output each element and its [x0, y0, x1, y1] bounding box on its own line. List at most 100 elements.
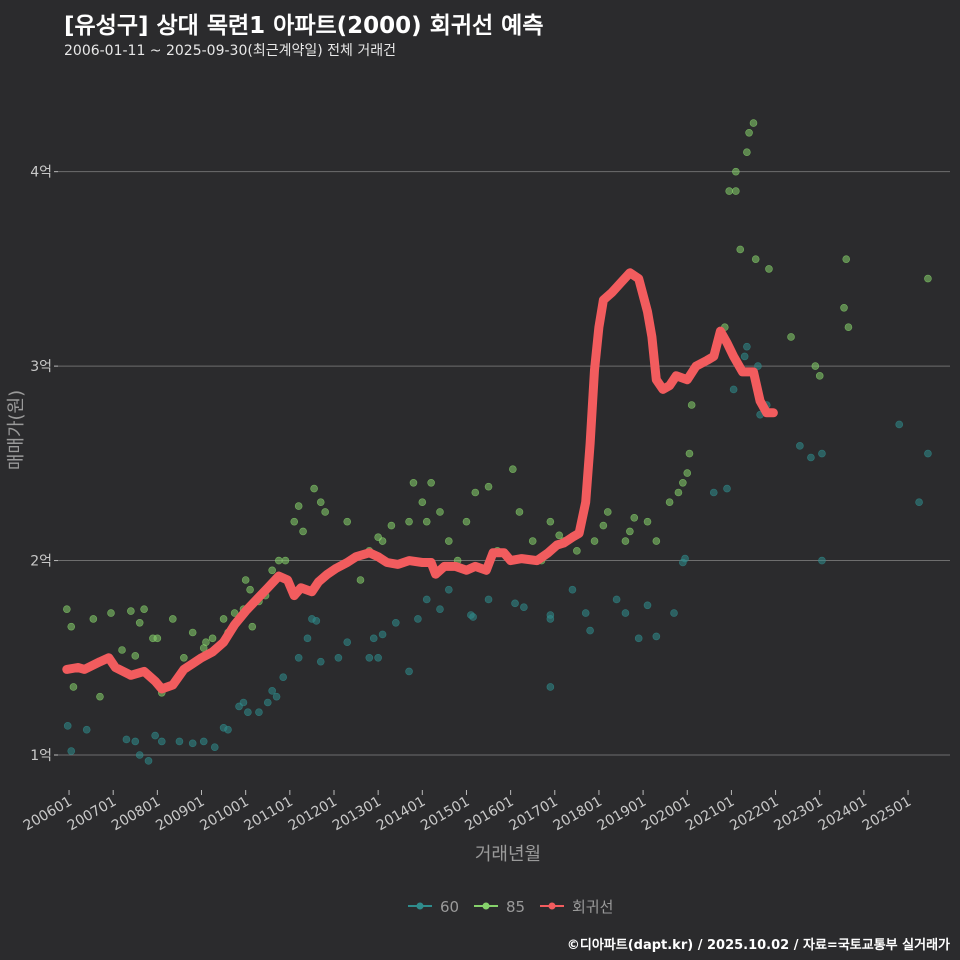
point-60 — [643, 601, 652, 610]
point-60 — [316, 657, 325, 666]
point-85 — [815, 372, 824, 380]
point-85 — [787, 333, 795, 341]
point-85 — [811, 362, 820, 370]
point-85 — [436, 508, 444, 516]
point-60 — [652, 632, 661, 641]
point-85 — [131, 652, 140, 660]
point-60 — [796, 442, 804, 450]
x-tick-label: 202101 — [683, 794, 737, 835]
point-60 — [586, 626, 594, 635]
point-85 — [208, 634, 217, 643]
point-85 — [679, 478, 687, 487]
point-85 — [107, 609, 115, 617]
point-60 — [723, 484, 731, 493]
chart-title: [유성구] 상대 목련1 아파트(2000) 회귀선 예측 — [64, 13, 544, 39]
legend-label: 85 — [506, 898, 525, 916]
point-85 — [316, 498, 325, 507]
point-85 — [621, 537, 630, 545]
point-60 — [263, 698, 272, 707]
x-tick-label: 200901 — [153, 794, 207, 835]
point-60 — [546, 611, 555, 619]
point-60 — [729, 385, 738, 394]
point-60 — [392, 618, 400, 627]
point-85 — [573, 547, 581, 555]
point-60 — [369, 634, 378, 643]
point-85 — [555, 531, 563, 540]
y-tick-label: 4억 — [30, 165, 52, 181]
point-60 — [239, 698, 248, 707]
point-60 — [210, 743, 219, 752]
point-85 — [153, 634, 162, 643]
point-60 — [520, 603, 528, 612]
regression-line — [62, 268, 778, 694]
point-85 — [246, 585, 254, 594]
point-60 — [378, 630, 387, 639]
x-axis-label: 거래년월 — [475, 844, 541, 865]
legend: 60 85 회귀선 — [408, 898, 613, 916]
point-85 — [683, 469, 692, 477]
point-85 — [268, 566, 276, 575]
point-85 — [294, 502, 303, 510]
x-tick-label: 202401 — [816, 794, 870, 835]
point-60 — [199, 737, 208, 746]
point-85 — [248, 622, 257, 631]
point-60 — [294, 653, 303, 662]
point-60 — [818, 449, 826, 458]
point-85 — [422, 517, 431, 526]
point-60 — [135, 751, 144, 759]
point-85 — [674, 488, 683, 497]
point-60 — [924, 449, 932, 458]
point-85 — [840, 303, 848, 312]
point-85 — [471, 488, 480, 497]
point-85 — [725, 187, 734, 195]
point-85 — [378, 537, 387, 545]
point-85 — [599, 521, 608, 530]
point-60 — [67, 747, 76, 755]
point-85 — [665, 498, 674, 507]
x-tick-label: 200701 — [65, 794, 119, 835]
x-axis-ticks: 2006012007012008012009012010012011012012… — [21, 790, 914, 834]
point-85 — [732, 167, 740, 176]
point-85 — [427, 478, 435, 487]
point-85 — [603, 508, 612, 516]
point-85 — [844, 323, 853, 332]
point-85 — [96, 692, 104, 701]
point-60 — [807, 453, 815, 462]
point-85 — [188, 628, 197, 637]
point-85 — [652, 537, 661, 545]
point-60 — [754, 362, 762, 370]
x-tick-label: 201801 — [551, 794, 605, 835]
point-85 — [626, 527, 634, 536]
point-85 — [751, 255, 760, 263]
x-tick-label: 202201 — [727, 794, 781, 835]
point-85 — [387, 521, 396, 530]
point-60 — [405, 667, 413, 676]
point-60 — [895, 420, 904, 429]
point-60 — [312, 617, 321, 625]
point-85 — [405, 517, 413, 526]
point-85 — [169, 615, 177, 623]
point-60 — [436, 605, 444, 613]
grid-lines — [58, 171, 950, 756]
point-60 — [334, 653, 343, 662]
x-tick-label: 200601 — [21, 794, 75, 835]
point-85 — [63, 605, 71, 613]
point-60 — [224, 725, 232, 734]
point-85 — [310, 484, 318, 493]
point-60 — [681, 554, 689, 563]
point-85 — [736, 245, 745, 254]
point-85 — [321, 508, 329, 516]
x-tick-label: 201401 — [374, 794, 428, 835]
legend-swatch-dot — [416, 902, 424, 910]
x-tick-label: 201501 — [418, 794, 472, 835]
point-85 — [140, 605, 148, 613]
point-60 — [581, 609, 590, 617]
point-60 — [374, 653, 382, 662]
point-85 — [515, 508, 524, 516]
point-60 — [365, 653, 374, 662]
point-60 — [612, 595, 621, 604]
point-60 — [255, 708, 263, 717]
point-60 — [82, 725, 91, 734]
y-axis-label: 매매가(원) — [6, 390, 27, 470]
point-60 — [469, 613, 477, 621]
